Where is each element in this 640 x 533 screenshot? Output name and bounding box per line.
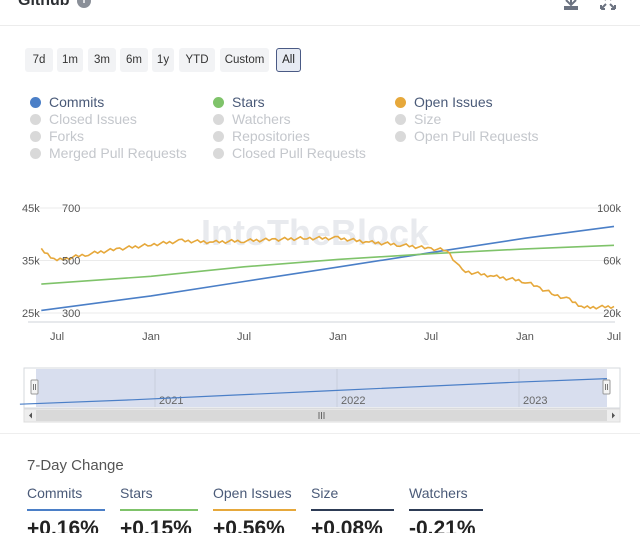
change-stat-underline [27, 509, 105, 511]
legend-dot [213, 131, 224, 142]
navigator-series [19, 378, 608, 405]
y-axis-left-inner-tick-label: 500 [62, 256, 80, 268]
range-button-6m[interactable]: 6m [120, 48, 148, 72]
legend-label: Open Pull Requests [414, 128, 539, 144]
change-stat-label: Open Issues [213, 485, 292, 501]
widget-title: Github [18, 0, 70, 9]
legend-label: Forks [49, 128, 84, 144]
legend-label: Merged Pull Requests [49, 145, 187, 161]
change-stat-underline [409, 509, 483, 511]
range-button-3m[interactable]: 3m [88, 48, 116, 72]
axis-layer: 45k 35k 25k 700 500 300 100k 60k 20k Jul Jan Jul Jan… [22, 203, 621, 343]
seven-day-change-stats: Commits +0.16% Stars +0.15% Open Issues … [27, 485, 637, 533]
series-layer [40, 225, 615, 312]
range-navigator[interactable]: 2021 2022 2023 [0, 360, 640, 425]
series-line-commits [41, 225, 615, 312]
legend-label: Watchers [232, 111, 291, 127]
y-axis-right-tick-label: 20k [603, 308, 621, 320]
widget-header: Github i [0, 0, 640, 26]
legend-label: Repositories [232, 128, 310, 144]
change-stat-label: Watchers [409, 485, 468, 501]
legend-dot [213, 97, 224, 108]
range-button-ytd[interactable]: YTD [179, 48, 215, 72]
change-stat-value: -0.21% [409, 517, 476, 533]
legend-dot [395, 114, 406, 125]
navigator-year-label: 2023 [523, 395, 547, 407]
chart-legend: Commits Stars Open Issues Closed Issues … [28, 94, 628, 164]
y-axis-left-outer-tick-label: 45k [22, 203, 40, 215]
change-stat-commits: Commits +0.16% [27, 485, 105, 533]
watermark: IntoTheBlock [201, 212, 430, 253]
legend-dot [30, 148, 41, 159]
navigator-handle-left[interactable] [30, 379, 39, 395]
legend-label: Size [414, 111, 442, 127]
section-divider [0, 433, 640, 434]
legend-dot [30, 131, 41, 142]
expand-icon[interactable] [598, 0, 618, 12]
github-metrics-chart[interactable]: IntoTheBlock 45k 35k 25k 700 500 300 100k 60k 20… [0, 195, 640, 355]
legend-dot [30, 97, 41, 108]
scroll-left-arrow-icon[interactable] [29, 412, 32, 419]
legend-dot [213, 114, 224, 125]
x-axis-tick-label: Jul [607, 331, 621, 343]
change-stat-underline [213, 509, 296, 511]
navigator-series-line [19, 378, 608, 405]
change-stat-value: +0.16% [27, 517, 99, 533]
download-icon[interactable] [561, 0, 581, 12]
legend-label: Commits [49, 94, 105, 110]
info-icon[interactable]: i [77, 0, 91, 8]
change-stat-size: Size +0.08% [311, 485, 394, 533]
range-button-all[interactable]: All [276, 48, 301, 72]
change-stat-open-issues: Open Issues +0.56% [213, 485, 296, 533]
x-axis-tick-label: Jan [516, 331, 534, 343]
navigator-handle-right[interactable] [602, 379, 611, 395]
x-axis-tick-label: Jul [50, 331, 64, 343]
y-axis-left-inner-tick-label: 700 [62, 203, 80, 215]
scroll-right-arrow-icon[interactable] [612, 412, 615, 419]
legend-label: Stars [232, 94, 265, 110]
change-stat-value: +0.08% [311, 517, 383, 533]
y-axis-left-inner-tick-label: 300 [62, 308, 80, 320]
range-button-7d[interactable]: 7d [25, 48, 53, 72]
navigator-scrollbar[interactable] [23, 408, 621, 423]
x-axis-tick-label: Jan [142, 331, 160, 343]
navigator-selection[interactable] [36, 369, 607, 407]
legend-dot [30, 114, 41, 125]
legend-dot [395, 131, 406, 142]
change-stat-label: Stars [120, 485, 153, 501]
seven-day-change-title: 7-Day Change [27, 457, 124, 474]
legend-dot [213, 148, 224, 159]
change-stat-value: +0.56% [213, 517, 285, 533]
y-axis-left-outer-tick-label: 35k [22, 256, 40, 268]
x-axis-tick-label: Jul [424, 331, 438, 343]
change-stat-label: Size [311, 485, 339, 501]
y-axis-left-outer-tick-label: 25k [22, 308, 40, 320]
change-stat-value: +0.15% [120, 517, 192, 533]
change-stat-label: Commits [27, 485, 83, 501]
y-axis-right-tick-label: 100k [597, 203, 621, 215]
navigator-year-label: 2021 [159, 395, 183, 407]
change-stat-underline [120, 509, 198, 511]
range-button-custom[interactable]: Custom [220, 48, 269, 72]
legend-dot [395, 97, 406, 108]
legend-label: Open Issues [414, 94, 493, 110]
series-line-stars [41, 244, 615, 285]
x-axis-tick-label: Jan [329, 331, 347, 343]
range-button-1m[interactable]: 1m [57, 48, 83, 72]
change-stat-watchers: Watchers -0.21% [409, 485, 483, 533]
legend-label: Closed Pull Requests [232, 145, 366, 161]
navigator-year-label: 2022 [341, 395, 365, 407]
y-axis-right-tick-label: 60k [603, 256, 621, 268]
change-stat-underline [311, 509, 394, 511]
legend-label: Closed Issues [49, 111, 137, 127]
range-button-1y[interactable]: 1y [152, 48, 174, 72]
series-line-open-issues [40, 235, 615, 310]
x-axis-tick-label: Jul [237, 331, 251, 343]
change-stat-stars: Stars +0.15% [120, 485, 198, 533]
